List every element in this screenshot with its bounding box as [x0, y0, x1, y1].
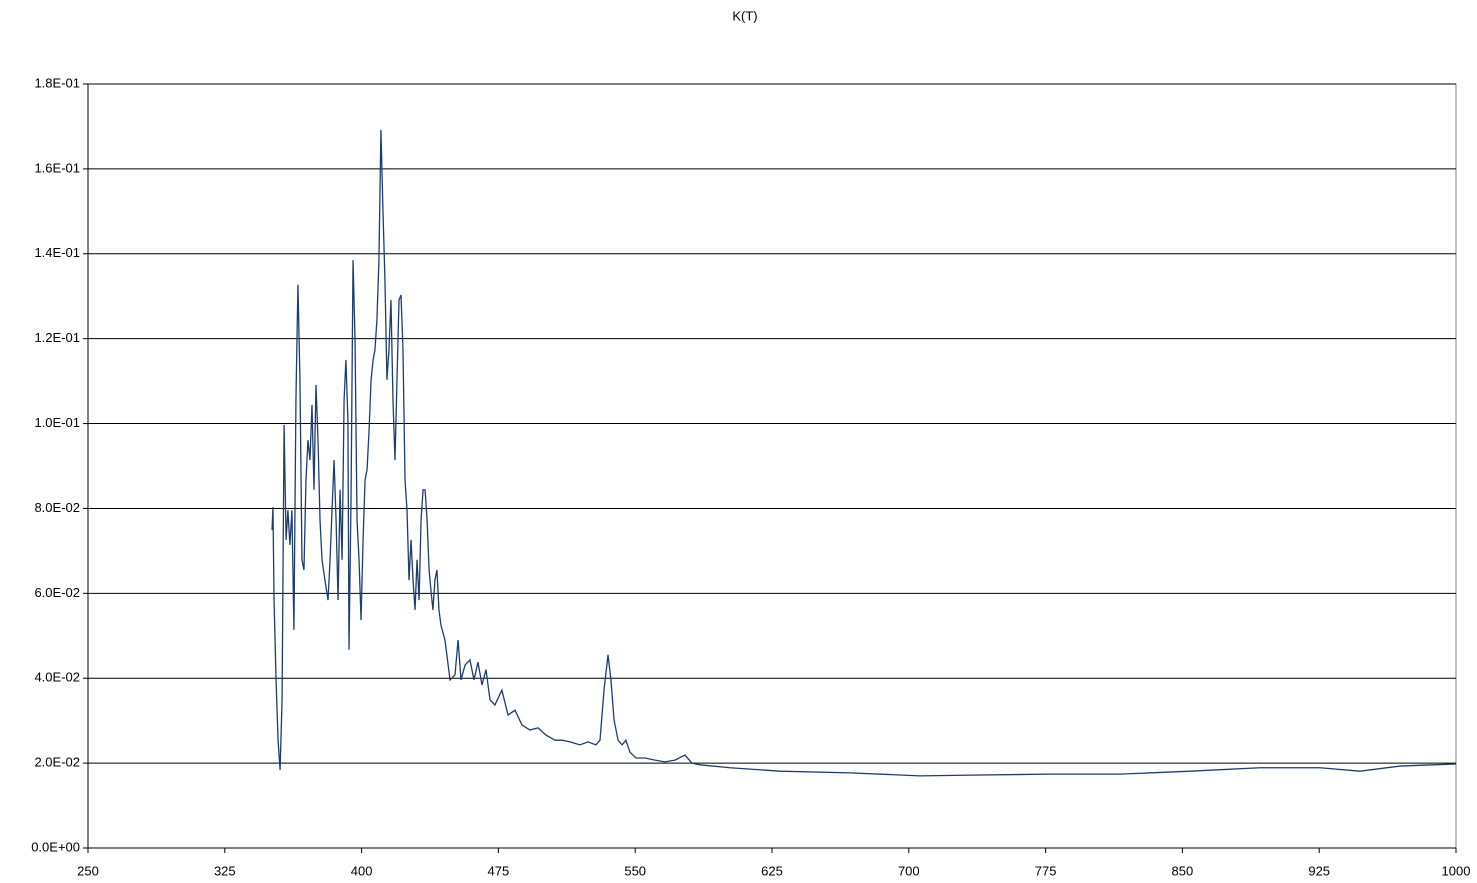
y-tick-label: 4.0E-02: [34, 670, 80, 685]
y-tick-label: 8.0E-02: [34, 500, 80, 515]
x-tick-label: 1000: [1442, 863, 1471, 878]
x-tick-label: 850: [1172, 863, 1194, 878]
x-tick-label: 925: [1308, 863, 1330, 878]
y-tick-label: 0.0E+00: [31, 839, 80, 854]
y-tick-label: 1.2E-01: [34, 330, 80, 345]
x-tick-label: 550: [624, 863, 646, 878]
y-tick-label: 6.0E-02: [34, 585, 80, 600]
y-tick-label: 1.8E-01: [34, 75, 80, 90]
x-tick-label: 700: [898, 863, 920, 878]
y-tick-label: 1.4E-01: [34, 245, 80, 260]
x-tick-label: 775: [1035, 863, 1057, 878]
plot-area: [87, 83, 1457, 849]
y-tick-label: 2.0E-02: [34, 755, 80, 770]
x-tick-label: 250: [77, 863, 99, 878]
y-tick-label: 1.0E-01: [34, 415, 80, 430]
data-line: [271, 129, 1457, 777]
y-tick-label: 1.6E-01: [34, 160, 80, 175]
x-tick-label: 400: [351, 863, 373, 878]
x-tick-label: 625: [761, 863, 783, 878]
x-tick-label: 475: [488, 863, 510, 878]
chart-title: K(T): [732, 8, 757, 23]
x-tick-label: 325: [214, 863, 236, 878]
